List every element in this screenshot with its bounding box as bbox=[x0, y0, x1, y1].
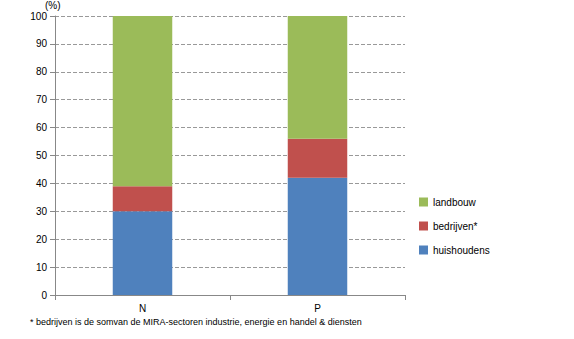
svg-text:100: 100 bbox=[30, 11, 47, 22]
svg-text:(%): (%) bbox=[45, 0, 61, 11]
svg-text:N: N bbox=[139, 303, 146, 314]
svg-text:30: 30 bbox=[36, 206, 48, 217]
svg-text:80: 80 bbox=[36, 66, 48, 77]
svg-text:70: 70 bbox=[36, 94, 48, 105]
svg-text:40: 40 bbox=[36, 178, 48, 189]
svg-text:0: 0 bbox=[41, 290, 47, 301]
svg-text:bedrijven*: bedrijven* bbox=[433, 221, 478, 232]
svg-text:P: P bbox=[314, 303, 321, 314]
svg-text:20: 20 bbox=[36, 234, 48, 245]
svg-text:60: 60 bbox=[36, 122, 48, 133]
svg-text:90: 90 bbox=[36, 38, 48, 49]
svg-text:landbouw: landbouw bbox=[433, 197, 477, 208]
svg-text:10: 10 bbox=[36, 262, 48, 273]
svg-text:huishoudens: huishoudens bbox=[433, 245, 490, 256]
svg-text:50: 50 bbox=[36, 150, 48, 161]
svg-text:* bedrijven is de somvan de MI: * bedrijven is de somvan de MIRA-sectore… bbox=[30, 317, 362, 327]
